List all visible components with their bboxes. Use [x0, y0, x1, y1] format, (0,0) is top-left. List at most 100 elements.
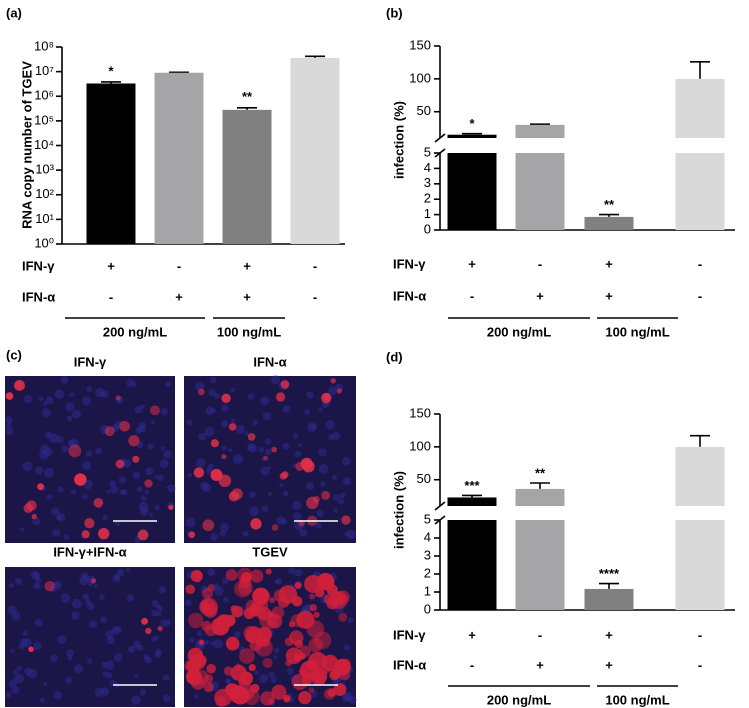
- nucleus: [94, 687, 104, 697]
- nucleus: [126, 379, 135, 388]
- infected-cell: [225, 569, 238, 581]
- infected-cell: [250, 569, 264, 583]
- nucleus: [221, 445, 227, 451]
- nucleus: [189, 637, 195, 643]
- nucleus: [244, 431, 249, 436]
- infected-cell: [145, 627, 152, 635]
- nucleus: [270, 676, 277, 683]
- nucleus: [35, 577, 41, 583]
- nucleus: [210, 640, 216, 646]
- nucleus: [42, 401, 48, 407]
- nucleus: [282, 404, 291, 413]
- infected-cell: [309, 603, 318, 612]
- infected-cell: [280, 380, 290, 389]
- nucleus: [271, 375, 281, 385]
- condition-sign: +: [605, 288, 613, 303]
- infected-cell: [206, 663, 216, 674]
- bar: [515, 488, 565, 506]
- nucleus: [119, 489, 125, 495]
- nucleus: [109, 480, 117, 487]
- nucleus: [159, 458, 169, 469]
- nucleus: [57, 635, 67, 645]
- nucleus: [233, 454, 244, 465]
- infected-cell: [225, 683, 239, 697]
- bar: [86, 83, 136, 244]
- nucleus: [343, 477, 352, 486]
- nucleus: [16, 666, 22, 672]
- infected-cell: [277, 596, 290, 608]
- nucleus: [63, 534, 70, 541]
- nucleus: [294, 450, 302, 458]
- y-tick-label: 0: [424, 221, 431, 236]
- condition-sign: +: [468, 627, 476, 642]
- nucleus: [88, 582, 93, 587]
- condition-sign: -: [313, 258, 317, 273]
- y-tick-label: 3: [424, 547, 431, 562]
- y-tick-label: 10⁴: [34, 137, 54, 152]
- micrograph: [184, 566, 357, 707]
- infected-cell: [68, 444, 82, 458]
- micrograph-title: TGEV: [252, 544, 288, 559]
- nucleus: [247, 393, 254, 400]
- nucleus: [126, 593, 135, 602]
- nucleus: [102, 514, 108, 521]
- nucleus: [113, 653, 123, 662]
- group-label: 200 ng/mL: [103, 324, 167, 339]
- infected-cell: [225, 636, 240, 650]
- significance: **: [242, 89, 253, 104]
- infected-cell: [149, 405, 160, 416]
- bar: [447, 520, 497, 610]
- infected-cell: [28, 646, 34, 653]
- micrograph-title: IFN-γ+IFN-α: [53, 544, 126, 559]
- nucleus: [204, 426, 215, 437]
- infected-cell: [216, 614, 232, 630]
- nucleus: [248, 491, 256, 499]
- infected-cell: [37, 483, 44, 491]
- nucleus: [8, 582, 15, 588]
- nucleus: [144, 489, 150, 495]
- infected-cell: [336, 388, 343, 394]
- condition-sign: -: [177, 258, 181, 273]
- infected-cell: [300, 660, 319, 680]
- infected-cell: [128, 435, 140, 447]
- nucleus: [266, 466, 271, 471]
- nucleus: [79, 575, 89, 586]
- group-label: 100 ng/mL: [217, 324, 281, 339]
- infected-cell: [93, 498, 104, 508]
- infected-cell: [90, 578, 96, 584]
- condition-sign: -: [698, 288, 702, 303]
- nucleus: [95, 388, 105, 398]
- infected-cell: [202, 519, 215, 532]
- nucleus: [196, 631, 203, 637]
- y-tick-label: 4: [424, 529, 431, 544]
- nucleus: [116, 568, 125, 577]
- infected-cell: [144, 479, 153, 488]
- nucleus: [318, 407, 323, 412]
- condition-sign: +: [243, 258, 251, 273]
- infected-cell: [294, 582, 302, 589]
- nucleus: [22, 461, 33, 472]
- nucleus: [158, 585, 167, 594]
- nucleus: [165, 619, 172, 626]
- micrograph: [5, 567, 175, 707]
- nucleus: [315, 522, 322, 529]
- nucleus: [127, 645, 136, 653]
- nucleus: [35, 466, 44, 475]
- nucleus: [151, 609, 158, 617]
- infected-cell: [306, 496, 319, 510]
- micrograph-title: IFN-γ: [74, 354, 107, 369]
- y-tick-label: 0: [424, 601, 431, 616]
- bar: [290, 57, 340, 244]
- condition-name: IFN-α: [393, 657, 426, 672]
- infected-cell: [119, 420, 130, 432]
- nucleus: [282, 442, 290, 450]
- nucleus: [5, 416, 13, 424]
- y-tick-label: 2: [424, 191, 431, 206]
- infected-cell: [248, 663, 256, 672]
- group-label: 200 ng/mL: [487, 324, 551, 339]
- infected-cell: [329, 590, 348, 610]
- bar: [584, 216, 634, 230]
- nucleus: [24, 667, 33, 676]
- y-tick-label: 50: [417, 103, 431, 118]
